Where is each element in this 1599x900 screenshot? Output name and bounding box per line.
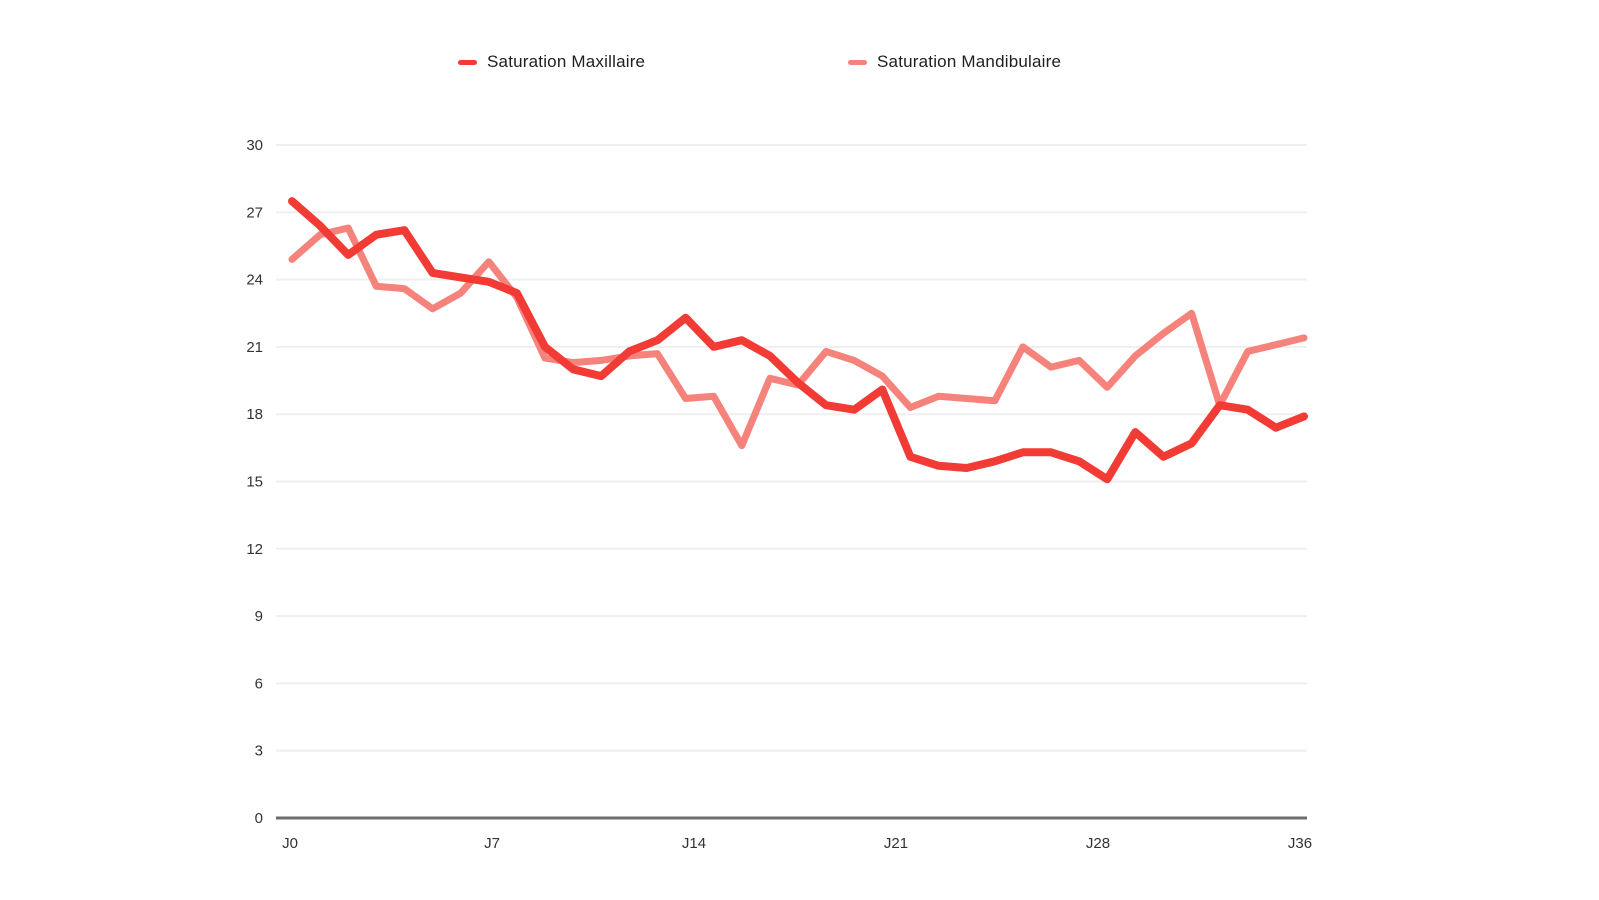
chart-legend: Saturation Maxillaire Saturation Mandibu… (0, 52, 1599, 72)
x-tick-label: J14 (682, 835, 706, 852)
x-axis-labels: J0 J7 J14 J21 J28 J36 (282, 835, 1312, 852)
y-tick-label: 21 (246, 339, 263, 356)
gridlines (276, 144, 1307, 752)
legend-item-saturation-maxillaire: Saturation Maxillaire (458, 52, 645, 72)
y-tick-label: 6 (255, 675, 263, 692)
y-tick-label: 24 (246, 272, 263, 289)
legend-dash-icon-mandibulaire (848, 59, 867, 65)
y-tick-label: 3 (255, 743, 263, 760)
x-tick-label: J36 (1288, 835, 1312, 852)
y-tick-label: 18 (246, 406, 263, 423)
y-tick-label: 0 (255, 810, 263, 827)
y-axis-labels: 0 3 6 9 12 15 18 21 24 27 30 (246, 137, 263, 827)
legend-label-maxillaire: Saturation Maxillaire (487, 52, 646, 71)
x-tick-label: J28 (1086, 835, 1110, 852)
legend-item-saturation-mandibulaire: Saturation Mandibulaire (848, 52, 1061, 72)
x-tick-label: J7 (484, 835, 500, 852)
y-tick-label: 9 (255, 608, 263, 625)
y-tick-label: 12 (246, 541, 263, 558)
x-tick-label: J21 (884, 835, 908, 852)
series-line-saturation-maxillaire (288, 197, 1308, 484)
y-tick-label: 30 (246, 137, 263, 154)
legend-label-mandibulaire: Saturation Mandibulaire (877, 52, 1062, 71)
series-line-saturation-mandibulaire (288, 224, 1308, 450)
legend-dash-icon-maxillaire (458, 59, 477, 65)
x-tick-label: J0 (282, 835, 298, 852)
y-tick-label: 27 (246, 204, 263, 221)
y-tick-label: 15 (246, 474, 263, 491)
